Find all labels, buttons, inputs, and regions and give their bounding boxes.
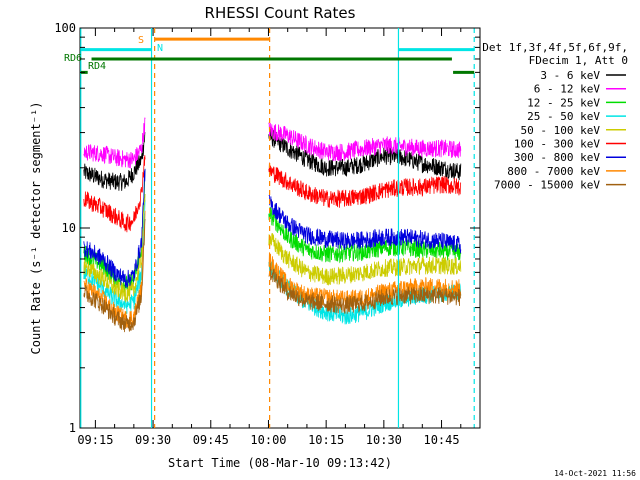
status-bar-label-1: S bbox=[138, 35, 144, 46]
legend-label-7: 800 - 7000 keV bbox=[507, 165, 600, 178]
series-layer bbox=[83, 117, 462, 333]
generated-timestamp: 14-Oct-2021 11:56 bbox=[554, 469, 636, 478]
legend-label-8: 7000 - 15000 keV bbox=[494, 179, 600, 192]
legend-label-4: 50 - 100 keV bbox=[521, 124, 601, 137]
series-line-5 bbox=[83, 155, 462, 233]
x-tick-label-4: 10:15 bbox=[308, 433, 344, 447]
x-tick-label-0: 09:15 bbox=[77, 433, 113, 447]
y-tick-label-0: 1 bbox=[69, 421, 76, 435]
legend: Det 1f,3f,4f,5f,6f,9f, FDecim 1, Att 0 3… bbox=[482, 41, 628, 192]
x-tick-label-2: 09:45 bbox=[193, 433, 229, 447]
legend-label-6: 300 - 800 keV bbox=[514, 151, 600, 164]
y-tick-label-2: 100 bbox=[54, 21, 76, 35]
legend-label-0: 3 - 6 keV bbox=[540, 69, 600, 82]
legend-label-3: 25 - 50 keV bbox=[527, 110, 600, 123]
status-bar-label-3: RD6 bbox=[64, 53, 82, 64]
x-tick-label-5: 10:30 bbox=[366, 433, 402, 447]
series-line-6 bbox=[83, 168, 462, 288]
x-axis-label: Start Time (08-Mar-10 09:13:42) bbox=[168, 456, 392, 470]
legend-label-5: 100 - 300 keV bbox=[514, 138, 600, 151]
series-line-8 bbox=[83, 218, 462, 333]
series-line-1 bbox=[83, 117, 462, 169]
status-bar-label-4: RD4 bbox=[88, 61, 106, 72]
legend-header-decimation: FDecim 1, Att 0 bbox=[529, 54, 628, 67]
x-tick-label-3: 10:00 bbox=[250, 433, 286, 447]
legend-header-detectors: Det 1f,3f,4f,5f,6f,9f, bbox=[482, 41, 628, 54]
x-tick-label-1: 09:30 bbox=[135, 433, 171, 447]
series-line-0 bbox=[83, 128, 462, 191]
legend-label-1: 6 - 12 keV bbox=[534, 83, 601, 96]
x-tick-label-6: 10:45 bbox=[423, 433, 459, 447]
y-tick-label-1: 10 bbox=[62, 221, 76, 235]
status-bar-label-2: N bbox=[157, 43, 163, 54]
y-axis-label: Count Rate (s⁻¹ detector segment⁻¹) bbox=[29, 102, 43, 355]
status-bars: S N RD6 RD4 bbox=[64, 35, 475, 74]
chart-title: RHESSI Count Rates bbox=[205, 4, 356, 22]
axis-ticks: 09:15 09:30 09:45 10:00 10:15 10:30 10:45 1 10 10… bbox=[54, 21, 481, 447]
series-line-4 bbox=[83, 193, 462, 303]
plot-area: S N RD6 RD4 09:15 09:30 09:45 10:00 10:15 10:30 1… bbox=[54, 21, 481, 447]
legend-label-2: 12 - 25 keV bbox=[527, 96, 600, 109]
